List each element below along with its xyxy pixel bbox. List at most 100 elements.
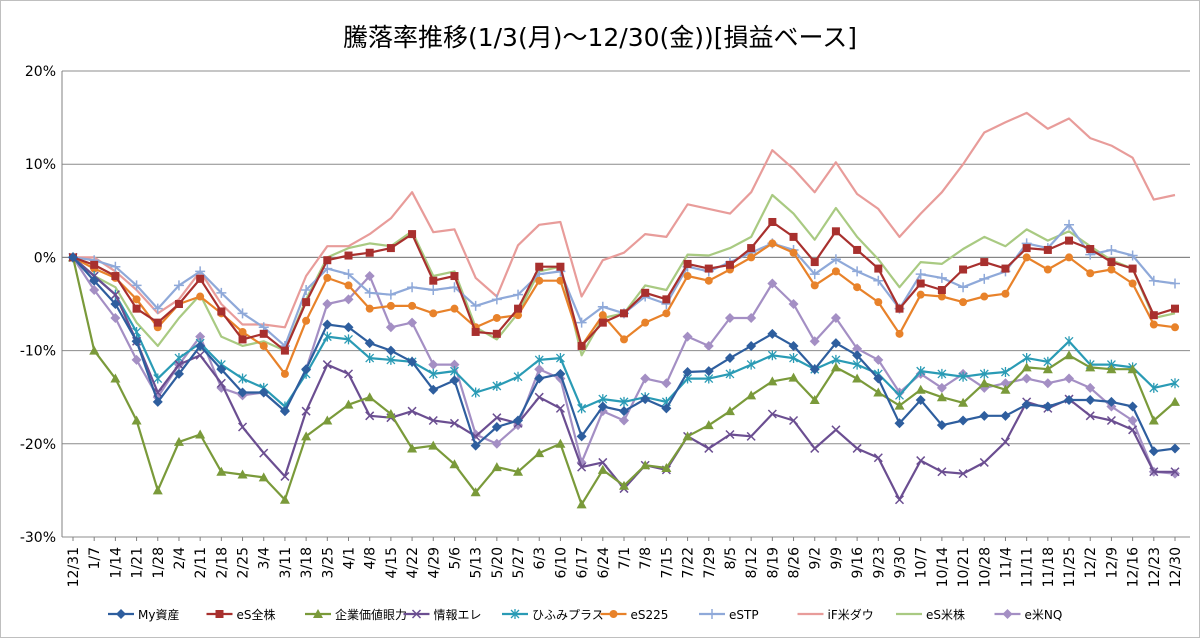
data-point — [1000, 384, 1011, 394]
data-point — [132, 304, 141, 313]
data-point — [959, 265, 968, 274]
data-point — [111, 272, 120, 281]
legend-marker — [215, 610, 224, 618]
data-point — [279, 406, 290, 417]
data-point — [725, 429, 735, 440]
data-point — [576, 317, 587, 328]
x-tick-label: 7/22 — [681, 547, 697, 578]
data-point — [767, 328, 778, 339]
x-tick-label: 6/10 — [553, 547, 569, 578]
data-point — [449, 418, 459, 428]
data-point — [407, 406, 417, 416]
data-point — [767, 350, 777, 361]
data-point — [937, 286, 946, 295]
x-tick-label: 4/22 — [405, 547, 421, 578]
data-point — [873, 387, 884, 397]
data-point — [682, 367, 693, 378]
data-point — [195, 331, 206, 342]
data-point — [258, 472, 269, 482]
data-point — [640, 460, 651, 470]
data-point — [153, 373, 163, 384]
data-point — [789, 415, 799, 426]
data-point — [89, 275, 100, 286]
data-point — [280, 471, 290, 481]
data-point — [364, 392, 375, 402]
data-point — [556, 276, 565, 285]
data-point — [471, 387, 481, 398]
data-point — [555, 353, 565, 364]
x-tick-label: 3/11 — [278, 547, 294, 578]
data-point — [343, 322, 354, 333]
data-point — [173, 368, 184, 379]
data-point — [915, 394, 926, 405]
x-tick-label: 12/16 — [1126, 547, 1142, 587]
data-point — [894, 495, 905, 505]
data-point — [216, 466, 227, 476]
data-point — [173, 436, 184, 446]
data-point — [471, 327, 480, 336]
data-point — [979, 457, 989, 467]
data-point — [514, 311, 523, 320]
legend-marker — [1002, 609, 1013, 619]
data-point — [895, 390, 904, 401]
data-point — [428, 285, 439, 296]
data-point — [979, 273, 990, 284]
data-point — [1171, 304, 1179, 313]
y-tick-label: 20% — [25, 64, 56, 80]
data-point — [237, 308, 248, 319]
data-point — [1086, 269, 1095, 278]
data-point — [597, 464, 608, 474]
data-point — [747, 253, 756, 262]
x-tick-label: 5/13 — [469, 547, 485, 578]
data-point — [936, 272, 947, 283]
x-tick-label: 8/12 — [744, 547, 760, 578]
data-point — [683, 272, 692, 281]
data-point — [916, 456, 926, 466]
data-point — [746, 390, 757, 400]
data-point — [725, 368, 735, 379]
data-point — [1042, 364, 1053, 374]
data-point — [449, 375, 460, 386]
data-point — [1106, 396, 1117, 407]
data-point — [1064, 336, 1074, 347]
data-point — [980, 292, 989, 301]
data-point — [513, 466, 524, 476]
data-point — [1086, 245, 1095, 254]
data-point — [958, 415, 969, 426]
data-point — [322, 331, 332, 342]
data-point — [980, 258, 989, 267]
data-point — [598, 318, 607, 327]
data-point — [1000, 437, 1010, 447]
data-point — [724, 406, 735, 416]
data-point — [597, 301, 608, 312]
data-point — [937, 467, 947, 477]
data-point — [959, 298, 968, 307]
x-tick-label: 11/11 — [1020, 547, 1036, 587]
data-point — [196, 274, 205, 283]
data-point — [1001, 264, 1010, 273]
data-point — [810, 281, 819, 290]
data-point — [703, 366, 714, 377]
data-point — [1148, 415, 1159, 425]
data-point — [89, 285, 100, 296]
data-point — [577, 462, 587, 472]
x-tick-label: 8/19 — [765, 547, 781, 578]
data-point — [195, 266, 206, 277]
data-point — [344, 334, 353, 345]
data-point — [1042, 401, 1053, 412]
data-point — [619, 415, 629, 426]
data-point — [470, 300, 481, 311]
data-point — [237, 387, 248, 398]
data-point — [1000, 410, 1011, 421]
legend-label: eS225 — [631, 608, 669, 622]
x-tick-label: 2/4 — [172, 547, 188, 570]
data-point — [407, 356, 418, 367]
data-point — [110, 299, 121, 309]
legend-item: 企業価値眼力 — [305, 607, 407, 622]
data-point — [1064, 350, 1075, 360]
data-point — [1128, 425, 1138, 435]
data-point — [492, 313, 501, 322]
x-tick-label: 10/21 — [956, 547, 972, 587]
